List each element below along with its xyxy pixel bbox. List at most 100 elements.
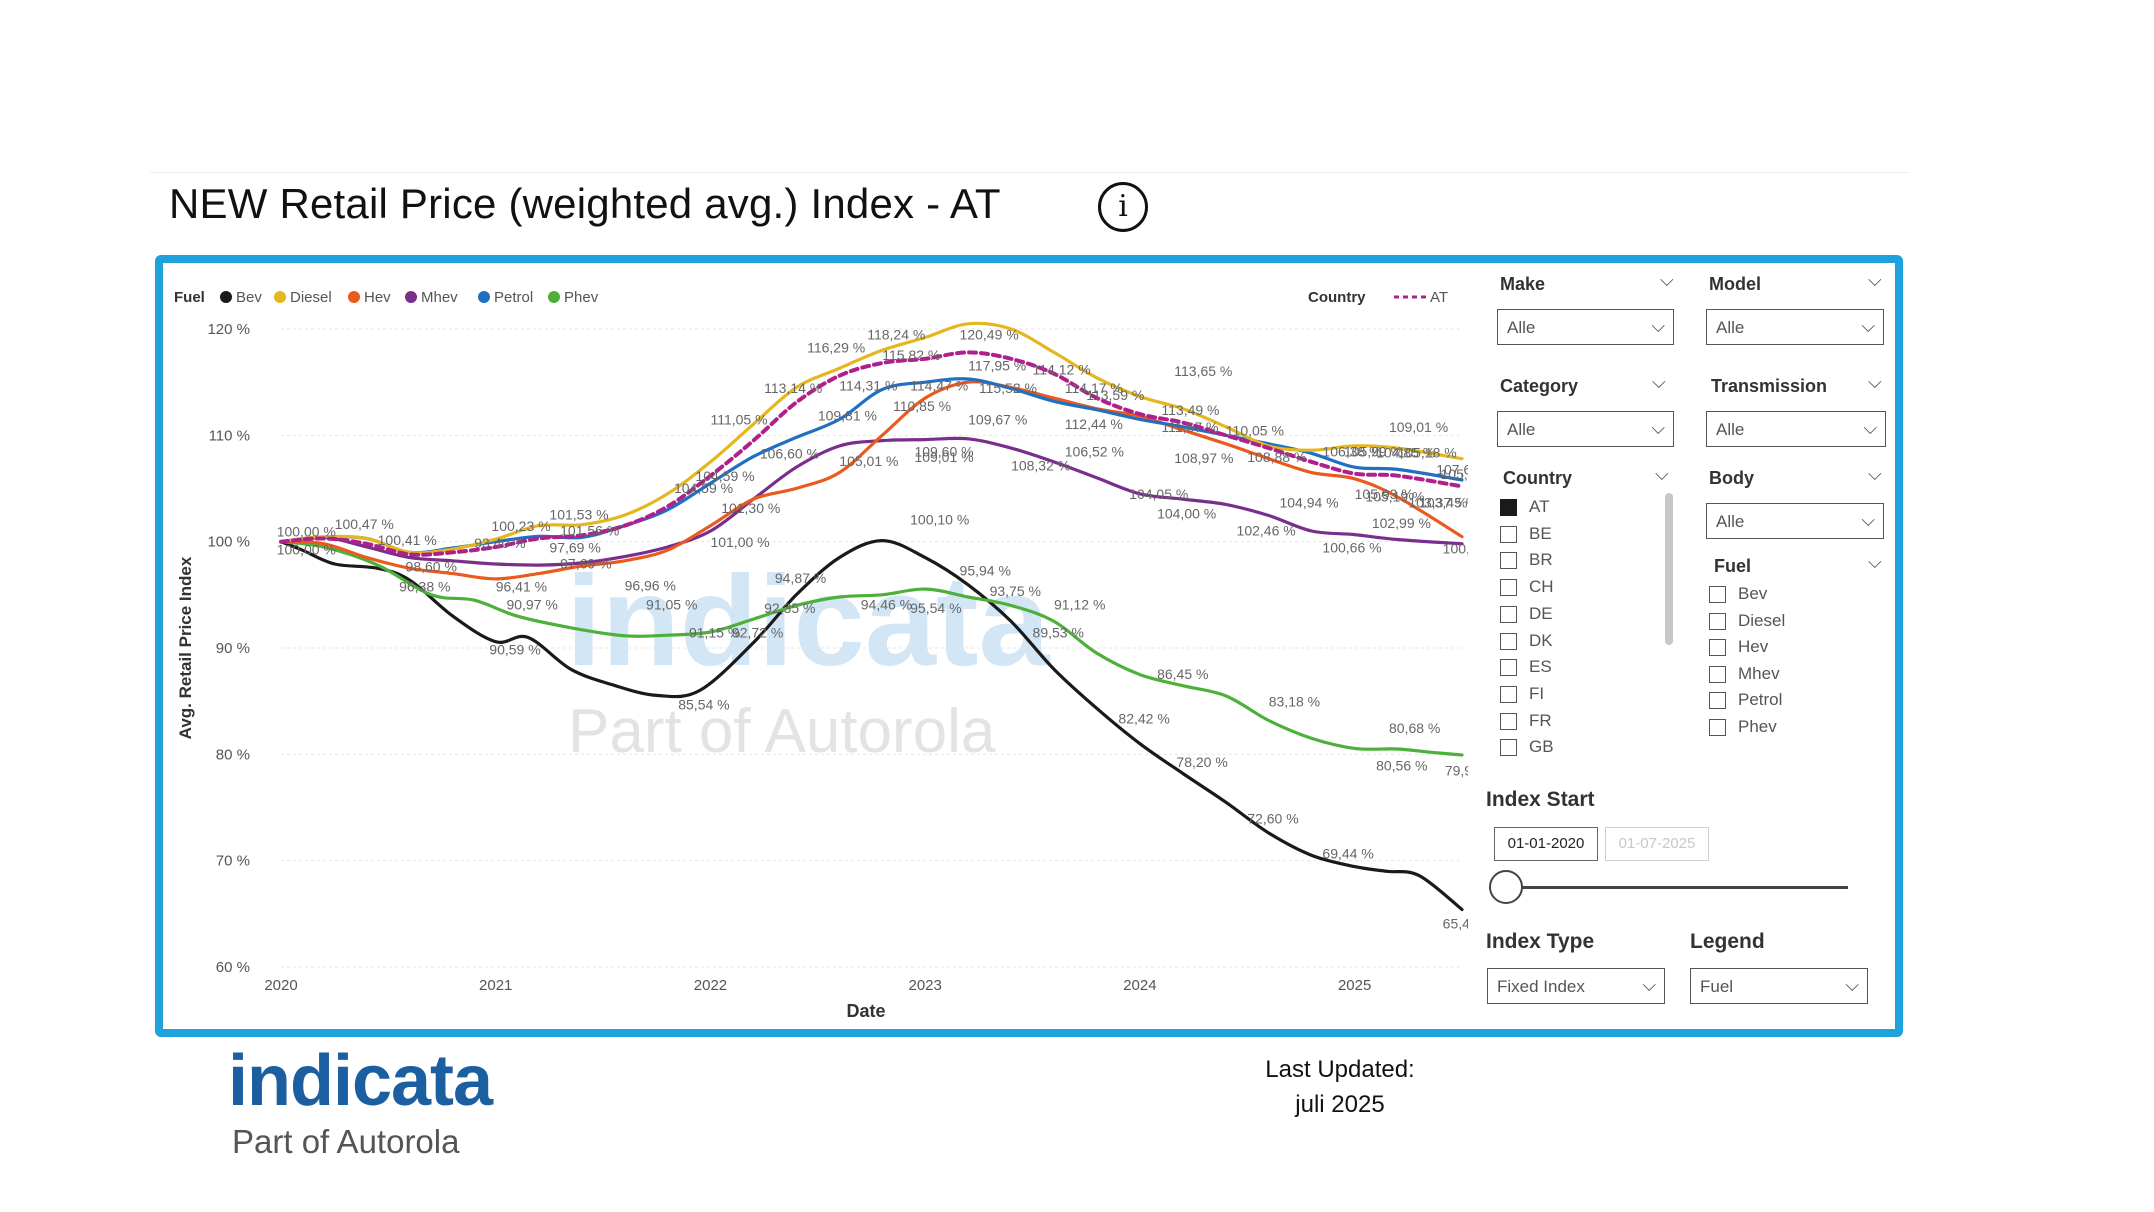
fuel-option-label: Mhev (1738, 663, 1780, 683)
model-label: Model (1709, 274, 1761, 294)
data-label: 111,05 % (710, 412, 767, 428)
make-label: Make (1500, 274, 1546, 294)
index-type-value: Fixed Index (1497, 977, 1585, 996)
country-option-label: DK (1529, 630, 1553, 650)
checkbox[interactable] (1709, 639, 1726, 656)
data-label: 108,32 % (1011, 457, 1070, 473)
chevron-down-icon[interactable]: ⌵ (1652, 372, 1666, 392)
data-label: 120,49 % (960, 327, 1019, 343)
data-label: 100,47 % (335, 516, 394, 532)
y-tick-label: 100 % (207, 534, 250, 551)
chevron-down-icon[interactable]: ⌵ (1660, 270, 1674, 290)
chevron-down-icon[interactable]: ⌵ (1868, 270, 1882, 290)
checkbox[interactable] (1500, 579, 1517, 597)
checkbox[interactable] (1709, 665, 1726, 683)
chevron-down-icon[interactable]: ⌵ (1655, 464, 1669, 484)
y-tick-label: 90 % (216, 640, 250, 657)
data-label: 80,56 % (1376, 757, 1427, 773)
data-label: 80,68 % (1389, 720, 1440, 736)
data-label: 96,38 % (399, 579, 450, 595)
country-scrollbar[interactable] (1665, 493, 1673, 645)
body-dropdown[interactable]: Alle ⌵ (1706, 503, 1884, 539)
data-label: 97,69 % (549, 539, 600, 555)
data-label: 114,47 % (910, 378, 968, 394)
data-label: 110,05 % (1226, 422, 1284, 438)
indicata-logo: indicata Part of Autorola (228, 1045, 493, 1161)
date-range-handle[interactable] (1489, 870, 1523, 904)
data-label: 103,45 % (1419, 495, 1468, 511)
checkbox[interactable] (1500, 552, 1517, 570)
legend-label-diesel: Diesel (290, 289, 332, 306)
legend-marker-phev (548, 291, 560, 303)
watermark-tagline: Part of Autorola (568, 697, 996, 766)
checkbox[interactable] (1709, 612, 1726, 630)
date-range-track[interactable] (1505, 886, 1848, 889)
data-label: 85,54 % (678, 697, 729, 713)
chevron-down-icon: ⌵ (1651, 418, 1665, 438)
category-value: Alle (1507, 420, 1536, 439)
checkbox[interactable] (1500, 499, 1517, 516)
data-label: 69,44 % (1322, 846, 1373, 862)
data-label: 113,14 % (764, 380, 822, 396)
legend2-title: Country (1308, 289, 1366, 306)
data-label: 110,85 % (893, 398, 951, 414)
series-line-mhev (279, 436, 1464, 567)
x-tick-label: 2020 (264, 977, 297, 994)
data-label: 82,42 % (1118, 710, 1169, 726)
data-label: 98,60 % (406, 558, 457, 574)
chevron-down-icon: ⌵ (1861, 316, 1875, 336)
data-label: 109,01 % (1389, 419, 1448, 435)
data-label: 108,88 % (1247, 449, 1306, 465)
data-label: 93,75 % (990, 583, 1041, 599)
y-tick-label: 110 % (209, 427, 250, 444)
data-label: 105,19 % (1365, 488, 1424, 504)
y-tick-label: 80 % (216, 746, 250, 763)
end-date-input[interactable]: 01-07-2025 (1605, 827, 1709, 861)
checkbox[interactable] (1500, 739, 1517, 757)
country-option-label: ES (1529, 657, 1552, 677)
data-label: 72,60 % (1247, 810, 1298, 826)
data-label: 106,38 % (1322, 444, 1381, 460)
x-tick-label: 2023 (908, 977, 941, 994)
fuel-option-label: Phev (1738, 716, 1777, 736)
make-dropdown[interactable]: Alle ⌵ (1497, 309, 1674, 345)
country-option-label: FR (1529, 710, 1552, 730)
chevron-down-icon: ⌵ (1863, 418, 1877, 438)
data-label: 112,44 % (1065, 416, 1123, 432)
checkbox[interactable] (1500, 632, 1517, 650)
data-label: 101,53 % (549, 506, 608, 522)
index-type-label: Index Type (1486, 930, 1595, 953)
data-label: 108,97 % (1174, 450, 1233, 466)
data-label: 100,66 % (1322, 539, 1381, 555)
checkbox[interactable] (1500, 525, 1517, 543)
checkbox[interactable] (1500, 712, 1517, 730)
category-dropdown[interactable]: Alle ⌵ (1497, 411, 1674, 447)
checkbox[interactable] (1709, 692, 1726, 709)
data-label: 105,99 % (1344, 444, 1403, 460)
country-label: Country (1503, 468, 1572, 488)
chevron-down-icon[interactable]: ⌵ (1868, 464, 1882, 484)
legend-label-bev: Bev (236, 289, 262, 306)
transmission-value: Alle (1716, 420, 1745, 439)
checkbox[interactable] (1709, 586, 1726, 603)
legend-dropdown[interactable]: Fuel ⌵ (1690, 968, 1868, 1004)
checkbox[interactable] (1500, 659, 1517, 677)
y-axis-title: Avg. Retail Price Index (176, 556, 195, 739)
data-label: 94,46 % (861, 597, 912, 613)
fuel-option-label: Diesel (1738, 610, 1786, 630)
x-tick-label: 2022 (694, 977, 727, 994)
checkbox[interactable] (1500, 685, 1517, 703)
data-label: 104,05 % (1129, 486, 1188, 502)
info-icon[interactable]: i (1098, 182, 1148, 232)
legend-label-mhev: Mhev (421, 289, 458, 306)
data-label: 103,37 % (1408, 495, 1467, 511)
start-date-input[interactable]: 01-01-2020 (1494, 827, 1598, 861)
model-dropdown[interactable]: Alle ⌵ (1706, 309, 1884, 345)
transmission-dropdown[interactable]: Alle ⌵ (1706, 411, 1886, 447)
index-type-dropdown[interactable]: Fixed Index ⌵ (1487, 968, 1665, 1004)
checkbox[interactable] (1500, 605, 1517, 623)
data-label: 113,49 % (1161, 402, 1219, 418)
chevron-down-icon[interactable]: ⌵ (1868, 372, 1882, 392)
checkbox[interactable] (1709, 718, 1726, 736)
chevron-down-icon[interactable]: ⌵ (1868, 552, 1882, 572)
